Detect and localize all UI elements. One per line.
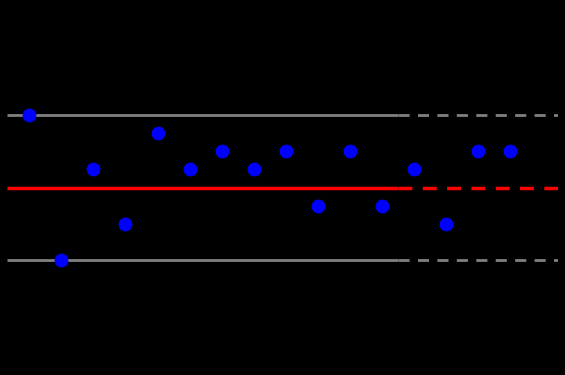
Point (441, 220, 450, 226)
Point (121, 220, 130, 226)
Point (57, 257, 66, 263)
Point (249, 166, 258, 172)
Point (25, 112, 34, 118)
Point (89, 166, 98, 172)
Point (217, 148, 226, 154)
Point (473, 148, 483, 154)
Point (506, 148, 515, 154)
Point (345, 148, 354, 154)
Point (153, 130, 162, 136)
Point (281, 148, 290, 154)
Point (410, 166, 419, 172)
Point (185, 166, 194, 172)
Point (313, 202, 322, 208)
Point (377, 202, 386, 208)
